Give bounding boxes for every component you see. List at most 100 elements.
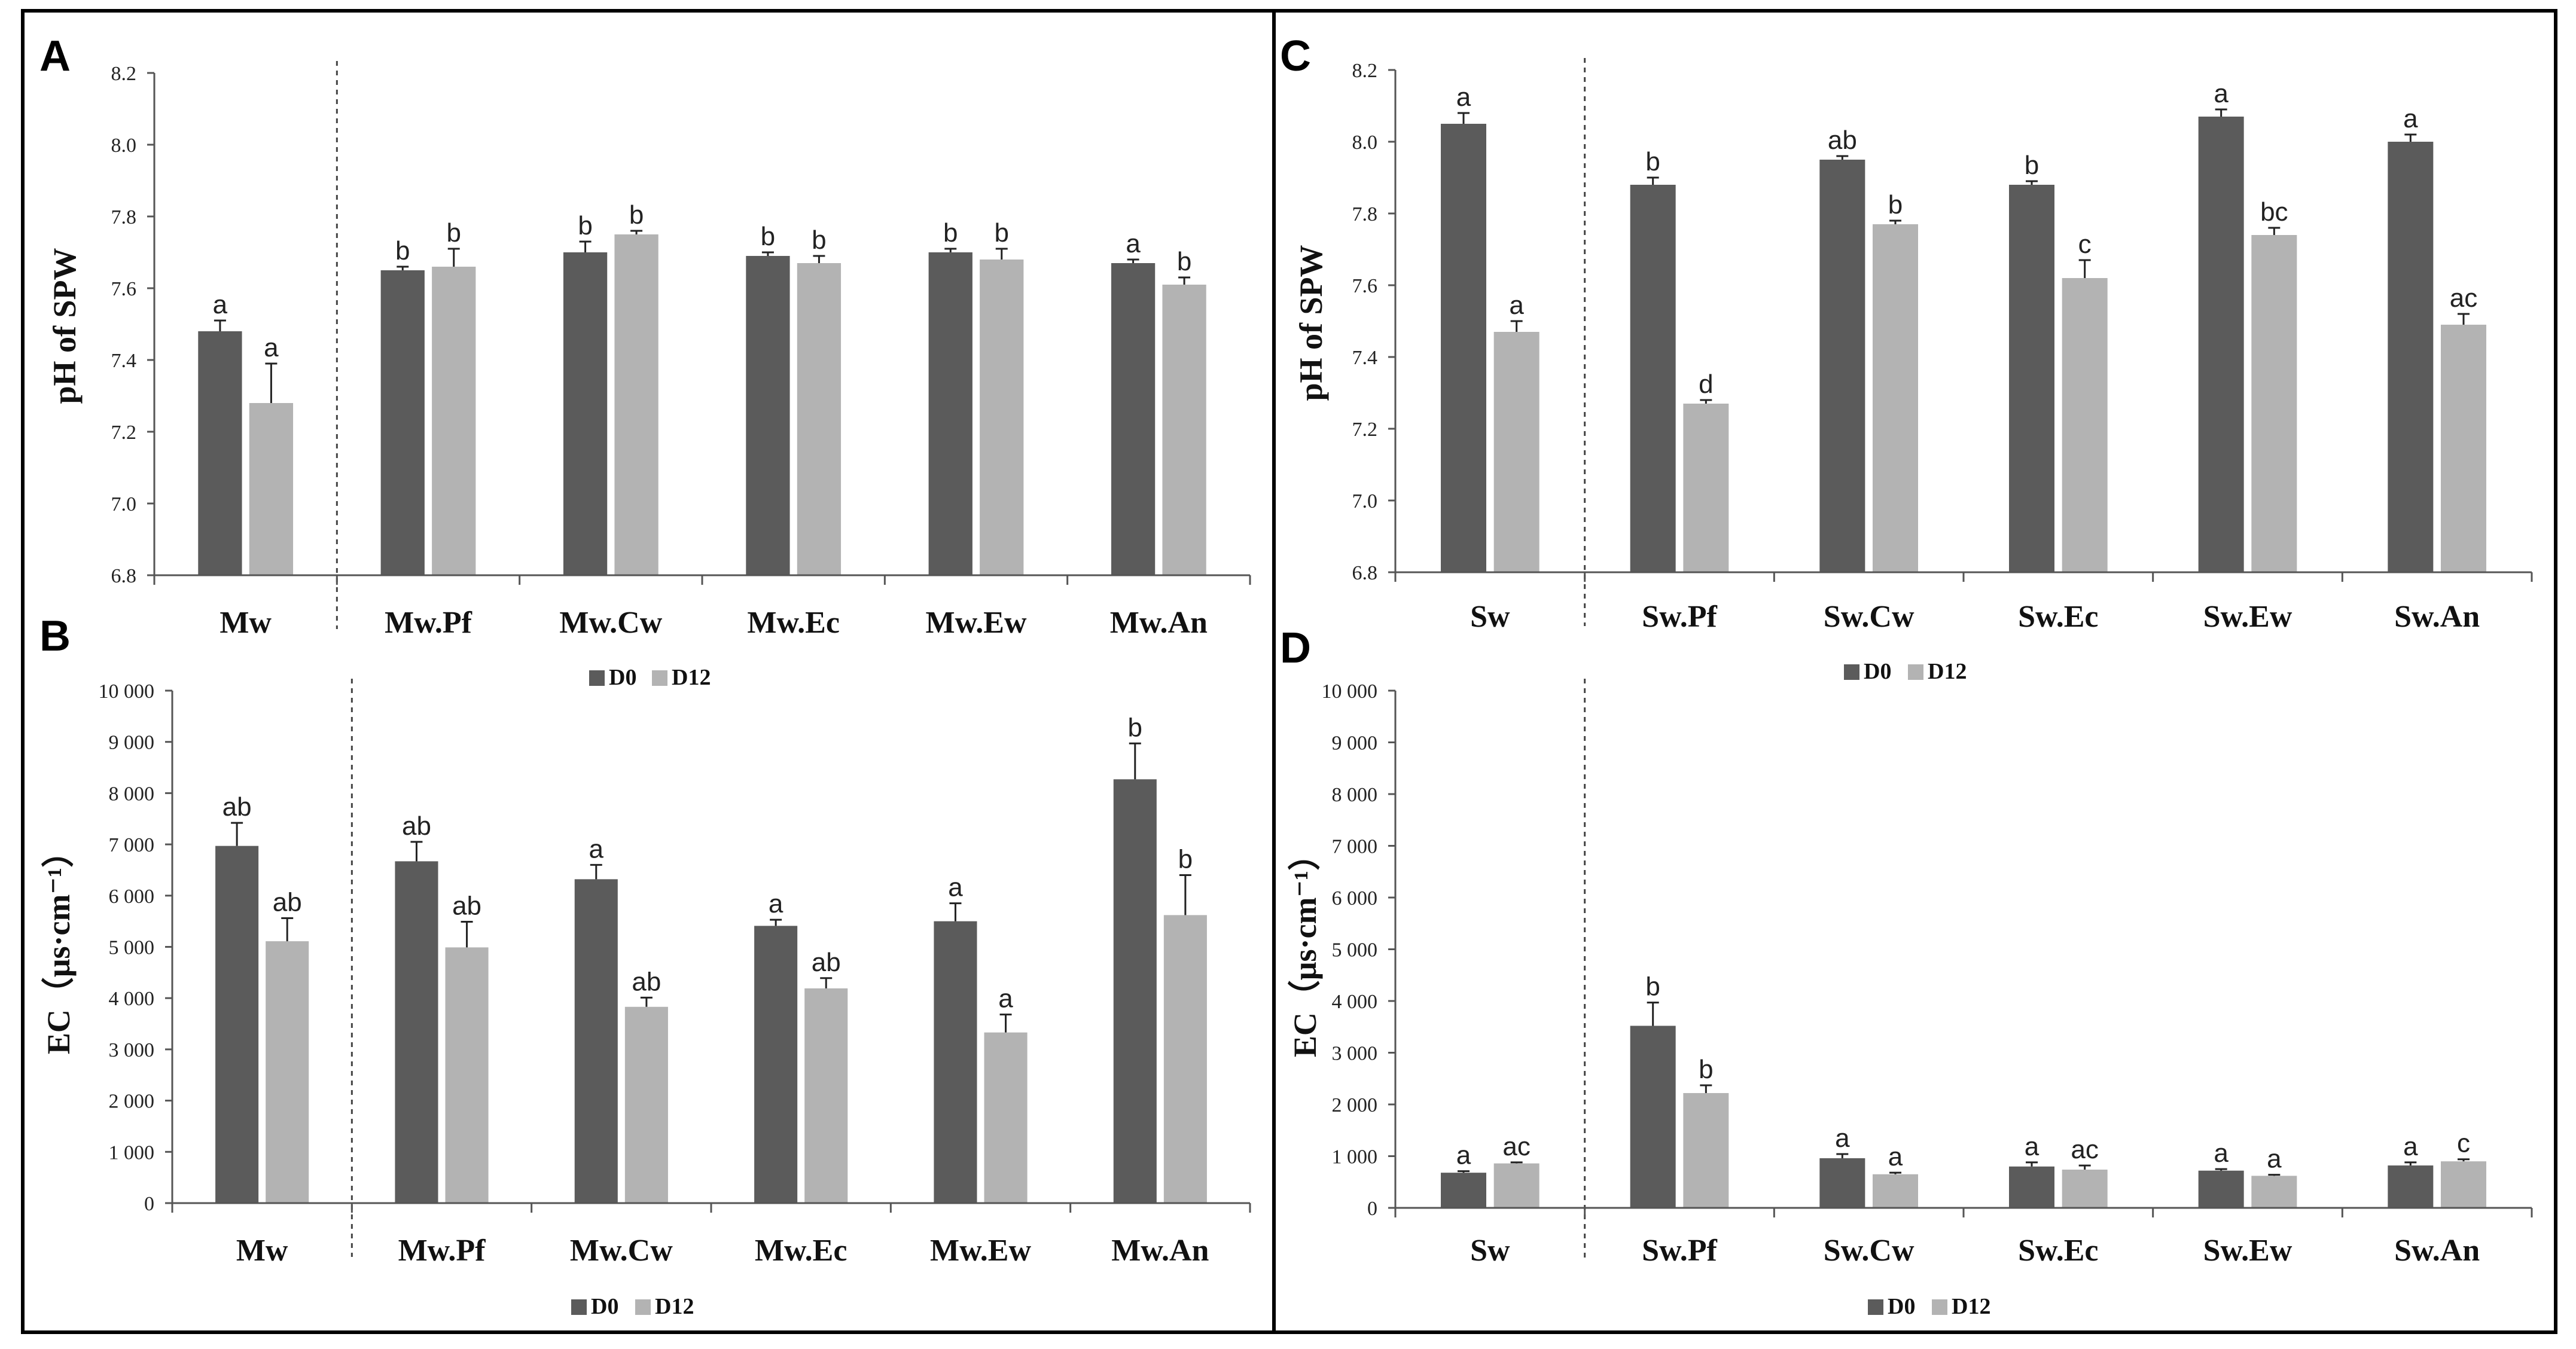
- y-tick-label: 3 000: [1332, 1043, 1378, 1065]
- bar-d0: [2388, 1165, 2434, 1208]
- bar-d12: [804, 988, 848, 1203]
- legend-panel-b: D0 D12: [571, 1294, 694, 1319]
- y-tick-label: 8.0: [111, 135, 137, 157]
- y-tick-label: 10 000: [99, 680, 155, 703]
- category-label: Mw.Ec: [747, 606, 840, 640]
- significance-letter: a: [948, 873, 963, 902]
- significance-letter: a: [998, 984, 1013, 1014]
- category-label: Sw.Cw: [1824, 600, 1915, 634]
- y-tick-label: 7.6: [1352, 275, 1378, 297]
- category-label: Mw.An: [1110, 606, 1208, 640]
- significance-letter: b: [1178, 845, 1193, 874]
- bar-d0: [574, 879, 618, 1203]
- bar-d0: [2009, 1166, 2054, 1208]
- significance-letter: b: [578, 211, 592, 240]
- panel-c-y-ticks: 6.8 7.0 7.2 7.4 7.6 7.8 8.0 8.2: [1352, 60, 1395, 584]
- y-tick-label: 2 000: [1332, 1094, 1378, 1116]
- significance-letter: a: [1456, 1141, 1471, 1170]
- category-label: Mw.Pf: [398, 1234, 486, 1268]
- significance-letter: a: [1509, 291, 1524, 320]
- y-tick-label: 7.8: [1352, 203, 1378, 225]
- panel-c-categories: Sw Sw.Pf Sw.Cw Sw.Ec Sw.Ew Sw.An: [1470, 600, 2480, 634]
- significance-letter: a: [213, 290, 228, 319]
- category-label: Sw: [1470, 1234, 1510, 1268]
- significance-letter: ab: [632, 967, 661, 996]
- significance-letter: b: [1128, 713, 1142, 742]
- legend-swatch-d0: [571, 1299, 587, 1315]
- y-tick-label: 7 000: [109, 834, 155, 856]
- bar-d12: [1873, 224, 1918, 572]
- bar-d0: [395, 861, 438, 1203]
- bar-d12: [614, 234, 659, 575]
- significance-letter: a: [2214, 79, 2229, 108]
- bar-d12: [432, 267, 476, 575]
- significance-letter: bc: [2260, 197, 2288, 227]
- y-tick-label: 7.0: [1352, 490, 1378, 512]
- legend-panel-c: D0 D12: [1844, 659, 1967, 684]
- significance-letter: a: [2025, 1132, 2040, 1161]
- significance-letter: c: [2457, 1129, 2470, 1158]
- panel-c-chart: C pH of SPW 6.87.07.27.47.67.88.08.2 aab…: [1280, 32, 2533, 634]
- y-tick-label: 0: [1367, 1198, 1377, 1220]
- category-label: Mw.Pf: [385, 606, 472, 640]
- panel-c-axes: [1394, 70, 2533, 582]
- y-tick-label: 5 000: [1332, 939, 1378, 962]
- significance-letter: a: [2403, 1132, 2418, 1161]
- significance-letter: a: [2214, 1139, 2229, 1168]
- y-tick-label: 2 000: [109, 1091, 155, 1113]
- category-label: Sw.Ec: [2018, 1234, 2098, 1268]
- legend-swatch-d0: [589, 670, 605, 686]
- bar-d0: [1819, 1158, 1865, 1208]
- legend-swatch-d0: [1844, 664, 1859, 680]
- bar-d12: [624, 1006, 668, 1203]
- legend-panel-a: D0 D12: [589, 665, 711, 690]
- legend-swatch-d12: [1908, 664, 1923, 680]
- legend-swatch-d12: [635, 1299, 651, 1315]
- significance-letter: c: [2078, 230, 2092, 259]
- panel-a-y-ticks: 6.8 7.0 7.2 7.4 7.6 7.8 8.0 8.2: [111, 63, 154, 587]
- category-label: Sw.Ew: [2203, 1234, 2293, 1268]
- bar-d12: [445, 947, 489, 1203]
- bar-d0: [928, 252, 973, 575]
- bar-d12: [2441, 325, 2486, 572]
- y-tick-label: 6 000: [1332, 887, 1378, 909]
- significance-letter: b: [1645, 147, 1660, 176]
- bar-d0: [746, 256, 790, 575]
- y-tick-label: 8 000: [1332, 784, 1378, 806]
- bar-d12: [1873, 1174, 1918, 1208]
- bar-d12: [2062, 1169, 2108, 1208]
- significance-letter: a: [589, 834, 604, 863]
- panel-c-label: C: [1280, 32, 1311, 80]
- bar-d0: [1630, 1026, 1676, 1208]
- significance-letter: b: [395, 236, 410, 265]
- legend-swatch-d12: [652, 670, 667, 686]
- significance-letter: b: [1699, 1055, 1713, 1084]
- category-label: Sw.Ew: [2203, 600, 2293, 634]
- category-label: Sw.Pf: [1642, 1234, 1717, 1268]
- significance-letter: ab: [812, 948, 841, 977]
- bar-d0: [2198, 117, 2244, 572]
- significance-letter: a: [1835, 1124, 1850, 1153]
- panel-b-axes: [171, 691, 1251, 1213]
- figure-frame: [21, 9, 2557, 1334]
- y-tick-label: 8.2: [1352, 60, 1378, 82]
- category-label: Sw.An: [2394, 600, 2480, 634]
- category-label: Mw: [236, 1234, 288, 1268]
- y-tick-label: 4 000: [109, 988, 155, 1010]
- y-tick-label: 1 000: [109, 1142, 155, 1164]
- y-tick-label: 6.8: [111, 565, 137, 587]
- category-label: Sw.An: [2394, 1234, 2480, 1268]
- panel-a-axes: [153, 73, 1251, 585]
- bar-d12: [2251, 235, 2297, 572]
- significance-letter: ab: [1828, 126, 1857, 155]
- bar-d12: [1493, 1163, 1539, 1208]
- significance-letter: a: [2403, 104, 2418, 133]
- significance-letter: b: [629, 200, 644, 230]
- legend-panel-d: D0 D12: [1868, 1294, 1990, 1319]
- panel-b-chart: B EC（μs·cm⁻¹） 0 1 000 2 000 3 000 4 000 5 000…: [39, 612, 1251, 1268]
- legend-label-d0: D0: [1864, 659, 1891, 684]
- bar-d12: [1683, 1092, 1729, 1208]
- y-tick-label: 10 000: [1322, 680, 1378, 703]
- bar-d12: [2062, 278, 2108, 572]
